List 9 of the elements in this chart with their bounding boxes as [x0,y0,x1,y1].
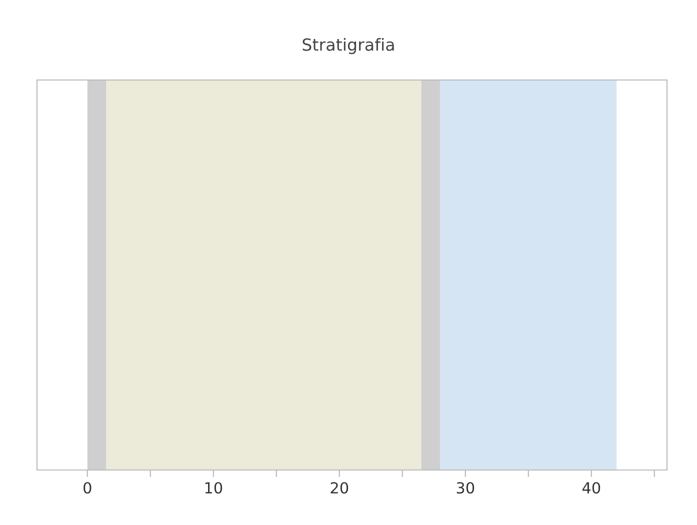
bar [421,80,440,470]
x-tick-label: 20 [330,482,348,494]
x-tick-label: 40 [582,482,600,494]
x-tick-label: 30 [456,482,474,494]
chart-title: Stratigrafia [302,38,394,54]
x-tick-label: 0 [84,482,92,494]
bar [440,80,617,470]
bar [87,80,106,470]
x-tick-label: 10 [205,482,222,494]
